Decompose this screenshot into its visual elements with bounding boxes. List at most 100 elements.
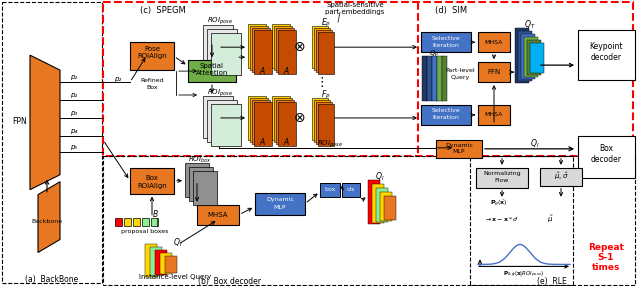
Bar bbox=[578, 136, 635, 178]
Polygon shape bbox=[30, 55, 60, 190]
Text: ROIAlign: ROIAlign bbox=[137, 183, 167, 189]
Text: Pose
ROIAlign: Pose ROIAlign bbox=[137, 46, 167, 59]
Text: Spatial: Spatial bbox=[200, 63, 224, 69]
Bar bbox=[248, 96, 266, 140]
Bar bbox=[384, 196, 396, 220]
Bar bbox=[524, 37, 538, 77]
Text: $E_P$: $E_P$ bbox=[321, 16, 331, 28]
Text: Selective: Selective bbox=[431, 108, 460, 113]
Bar bbox=[276, 28, 294, 72]
Bar bbox=[521, 34, 535, 79]
Text: ⊗: ⊗ bbox=[294, 40, 306, 54]
Bar bbox=[312, 26, 328, 68]
Bar bbox=[150, 247, 162, 276]
Text: p₂: p₂ bbox=[70, 92, 77, 98]
Text: ⋮: ⋮ bbox=[316, 75, 328, 89]
Text: Flow: Flow bbox=[495, 178, 509, 183]
Text: p₂: p₂ bbox=[70, 74, 77, 80]
Text: MLP: MLP bbox=[274, 205, 286, 210]
Bar bbox=[272, 96, 290, 140]
Bar bbox=[142, 218, 149, 226]
Bar bbox=[421, 105, 471, 125]
Text: S-1: S-1 bbox=[598, 253, 614, 262]
Text: ⊗: ⊗ bbox=[294, 111, 306, 125]
Bar bbox=[250, 98, 268, 142]
Bar bbox=[278, 102, 296, 146]
Text: Keypoint
decoder: Keypoint decoder bbox=[589, 42, 623, 62]
Text: proposal boxes: proposal boxes bbox=[122, 229, 169, 234]
Bar bbox=[2, 2, 102, 283]
Text: FFN: FFN bbox=[488, 69, 500, 75]
Text: Box: Box bbox=[145, 175, 159, 181]
Bar bbox=[254, 30, 272, 74]
Text: MHSA: MHSA bbox=[485, 113, 503, 117]
Bar bbox=[320, 183, 340, 197]
Bar bbox=[274, 26, 292, 70]
Text: Selective: Selective bbox=[431, 36, 460, 41]
Text: $Q_{\tilde{I}}$: $Q_{\tilde{I}}$ bbox=[173, 236, 183, 249]
Text: $Q_I$: $Q_I$ bbox=[531, 137, 540, 150]
Bar bbox=[527, 40, 541, 75]
Bar bbox=[518, 31, 532, 81]
Text: Dynamic: Dynamic bbox=[266, 197, 294, 202]
Bar bbox=[272, 24, 290, 68]
Bar bbox=[203, 25, 233, 67]
Text: A: A bbox=[259, 67, 264, 75]
Bar bbox=[193, 171, 217, 205]
Bar bbox=[151, 218, 158, 226]
Bar bbox=[160, 253, 172, 274]
Bar bbox=[312, 98, 328, 140]
Text: p₃: p₃ bbox=[70, 110, 77, 116]
Bar bbox=[115, 218, 122, 226]
Bar bbox=[185, 163, 209, 197]
Text: Attention: Attention bbox=[196, 70, 228, 76]
Text: B: B bbox=[152, 210, 157, 219]
Text: $Q_I$: $Q_I$ bbox=[375, 170, 385, 183]
Bar bbox=[316, 102, 332, 144]
Text: (a)  BackBone: (a) BackBone bbox=[26, 275, 79, 284]
Polygon shape bbox=[38, 182, 60, 253]
Text: Backbone: Backbone bbox=[31, 219, 63, 224]
Bar bbox=[318, 104, 334, 146]
Bar bbox=[515, 28, 529, 83]
Bar bbox=[578, 30, 635, 80]
Text: $\mathbf{P}_{\theta,\phi}(\mathbf{x}|ROI_{pose})$: $\mathbf{P}_{\theta,\phi}(\mathbf{x}|ROI… bbox=[503, 269, 545, 279]
Bar bbox=[254, 102, 272, 146]
Text: $ROI_{pose}$: $ROI_{pose}$ bbox=[207, 15, 233, 27]
Text: $\hat{\mu},\hat{\sigma}$: $\hat{\mu},\hat{\sigma}$ bbox=[554, 171, 568, 183]
Bar bbox=[316, 30, 332, 72]
Bar bbox=[436, 140, 482, 158]
Text: Dynamic: Dynamic bbox=[445, 143, 473, 148]
Bar bbox=[189, 167, 213, 201]
Bar bbox=[252, 100, 270, 144]
Text: Box: Box bbox=[146, 85, 158, 90]
Text: Query: Query bbox=[451, 75, 470, 79]
Text: Iteration: Iteration bbox=[433, 115, 460, 121]
Bar bbox=[427, 56, 432, 101]
Bar bbox=[442, 56, 447, 101]
Bar bbox=[255, 193, 305, 215]
Bar bbox=[103, 156, 573, 285]
Text: $\rightarrow\mathbf{x}-\mathbf{x}*\hat{\sigma}$: $\rightarrow\mathbf{x}-\mathbf{x}*\hat{\… bbox=[484, 215, 520, 224]
Bar bbox=[188, 60, 236, 82]
Bar bbox=[314, 28, 330, 70]
Text: $\mathbf{P}_{\theta}(\bar{\mathbf{x}})$: $\mathbf{P}_{\theta}(\bar{\mathbf{x}})$ bbox=[490, 199, 508, 208]
Bar bbox=[165, 257, 177, 274]
Text: MHSA: MHSA bbox=[208, 212, 228, 218]
Text: A: A bbox=[284, 138, 289, 147]
Bar bbox=[207, 29, 237, 71]
Bar bbox=[250, 26, 268, 70]
Text: $F_P$: $F_P$ bbox=[321, 89, 331, 101]
Text: Repeat: Repeat bbox=[588, 243, 624, 252]
Text: cls: cls bbox=[347, 187, 355, 192]
Bar bbox=[540, 168, 582, 186]
Text: (d)  SIM: (d) SIM bbox=[435, 6, 467, 15]
Bar bbox=[437, 56, 442, 101]
Bar bbox=[376, 188, 388, 222]
Text: Iteration: Iteration bbox=[433, 43, 460, 48]
Bar bbox=[207, 100, 237, 142]
Text: Spatial-sensitive
part embeddings: Spatial-sensitive part embeddings bbox=[325, 2, 385, 15]
Bar bbox=[478, 62, 510, 82]
Text: A: A bbox=[259, 138, 264, 147]
Text: $ROI_{pose}$: $ROI_{pose}$ bbox=[317, 138, 343, 150]
